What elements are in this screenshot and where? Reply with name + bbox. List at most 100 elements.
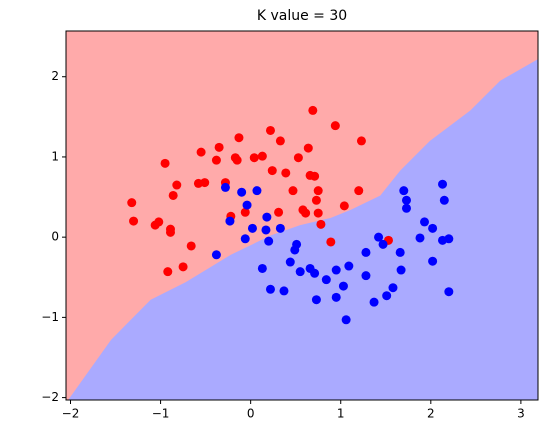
point <box>211 155 221 165</box>
point <box>344 261 354 271</box>
point <box>339 201 349 211</box>
point <box>234 133 244 143</box>
point <box>129 216 139 226</box>
point <box>275 223 285 233</box>
point <box>401 195 411 205</box>
point <box>274 207 284 217</box>
point <box>288 186 298 196</box>
point <box>401 203 411 213</box>
point <box>261 225 271 235</box>
point <box>267 166 277 176</box>
point <box>186 241 196 251</box>
point <box>338 281 348 291</box>
point <box>310 171 320 181</box>
point <box>154 217 164 227</box>
point <box>247 223 257 233</box>
point <box>341 315 351 325</box>
point <box>257 263 267 273</box>
point <box>265 284 275 294</box>
point <box>211 250 221 260</box>
point <box>293 153 303 163</box>
point <box>295 267 305 277</box>
point <box>311 195 321 205</box>
point <box>225 216 235 226</box>
point <box>279 286 289 296</box>
point <box>265 125 275 135</box>
point <box>444 234 454 244</box>
point <box>165 224 175 234</box>
point <box>303 143 313 153</box>
point <box>232 155 242 165</box>
point <box>237 187 247 197</box>
point <box>330 121 340 131</box>
region-below <box>68 59 538 400</box>
point <box>257 151 267 161</box>
point <box>252 186 262 196</box>
point <box>172 180 182 190</box>
point <box>313 208 323 218</box>
y-tick-label: 2 <box>51 69 59 83</box>
point <box>321 275 331 285</box>
point <box>331 292 341 302</box>
point <box>220 182 230 192</box>
point <box>311 295 321 305</box>
point <box>160 158 170 168</box>
point <box>301 208 311 218</box>
point <box>264 236 274 246</box>
point <box>249 153 259 163</box>
x-tick-label: −2 <box>62 407 80 421</box>
point <box>240 207 250 217</box>
point <box>240 234 250 244</box>
point <box>415 233 425 243</box>
chart-title: K value = 30 <box>257 8 347 24</box>
point <box>313 186 323 196</box>
axes-frame <box>65 30 539 401</box>
point <box>196 147 206 157</box>
point <box>439 195 449 205</box>
point <box>292 239 302 249</box>
point <box>399 186 409 196</box>
point <box>444 287 454 297</box>
y-tick-label: 1 <box>51 149 59 163</box>
point <box>420 217 430 227</box>
x-tick-label: 0 <box>247 407 255 421</box>
point <box>378 239 388 249</box>
point <box>127 198 137 208</box>
point <box>242 200 252 210</box>
point <box>369 297 379 307</box>
point <box>361 247 371 257</box>
point <box>281 168 291 178</box>
x-tick-label: 2 <box>427 407 435 421</box>
point <box>428 256 438 266</box>
x-tick-label: 1 <box>337 407 345 421</box>
point <box>275 136 285 146</box>
point <box>200 178 210 188</box>
x-tick-label: 3 <box>517 407 525 421</box>
point <box>326 237 336 247</box>
point <box>214 142 224 152</box>
point <box>310 268 320 278</box>
x-tick-label: −1 <box>152 407 170 421</box>
plot-area <box>66 31 538 400</box>
point <box>331 265 341 275</box>
point <box>388 283 398 293</box>
point <box>356 136 366 146</box>
point <box>428 223 438 233</box>
point <box>168 190 178 200</box>
point <box>395 247 405 257</box>
point <box>285 257 295 267</box>
point <box>361 271 371 281</box>
y-tick-label: −2 <box>41 390 59 404</box>
point <box>163 267 173 277</box>
point <box>354 186 364 196</box>
point <box>382 291 392 301</box>
y-tick-label: 0 <box>51 230 59 244</box>
point <box>308 105 318 115</box>
point <box>374 232 384 242</box>
point <box>396 265 406 275</box>
point <box>316 219 326 229</box>
y-tick-label: −1 <box>41 310 59 324</box>
point <box>262 212 272 222</box>
point <box>178 262 188 272</box>
